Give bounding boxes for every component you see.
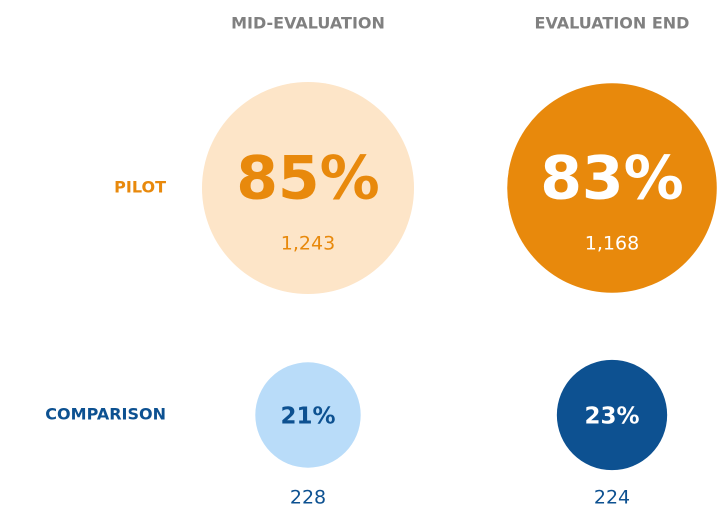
- column-header: MID-EVALUATION: [231, 14, 385, 33]
- column-header: EVALUATION END: [535, 14, 690, 33]
- row-label: PILOT: [114, 178, 166, 197]
- bubble: [556, 359, 668, 471]
- count-label: 1,243: [281, 233, 335, 255]
- row-label: COMPARISON: [45, 405, 166, 424]
- percent-label: 21%: [280, 404, 335, 430]
- percent-label: 83%: [540, 144, 684, 214]
- bubble: [201, 81, 415, 295]
- percent-label: 85%: [236, 144, 380, 214]
- count-label: 224: [594, 487, 630, 509]
- count-label: 228: [290, 487, 326, 509]
- bubble: [255, 362, 361, 468]
- percent-label: 23%: [584, 404, 639, 430]
- count-label: 1,168: [585, 233, 639, 255]
- bubble: [507, 83, 717, 293]
